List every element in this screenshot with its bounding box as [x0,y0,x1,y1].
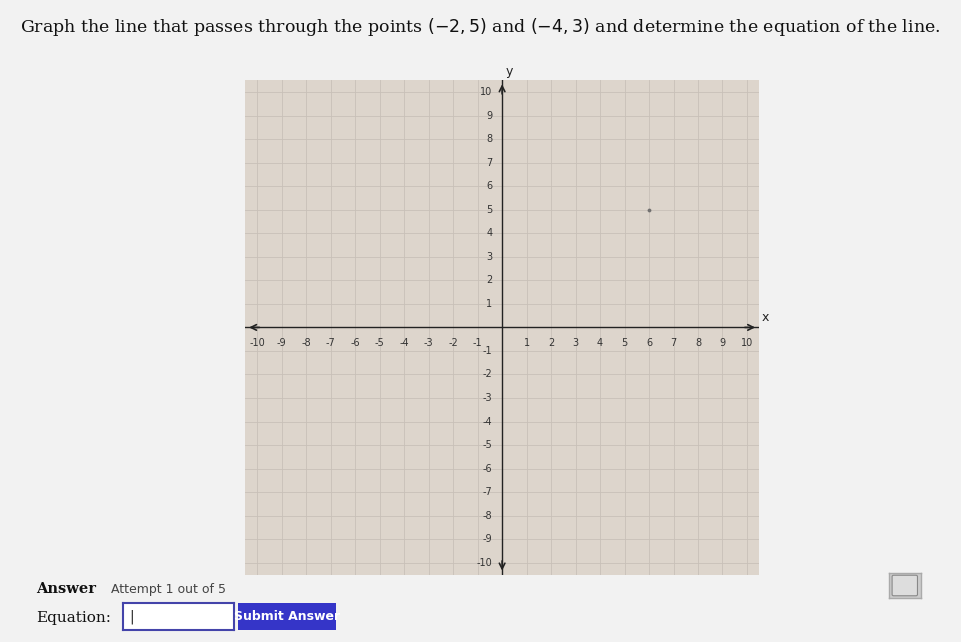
FancyBboxPatch shape [892,575,918,596]
Text: 3: 3 [486,252,492,262]
Text: Answer: Answer [37,582,96,596]
Text: 6: 6 [646,338,653,348]
Text: -3: -3 [482,393,492,403]
Text: 2: 2 [548,338,554,348]
Text: x: x [762,311,769,324]
Text: 10: 10 [741,338,753,348]
Text: Graph the line that passes through the points $(-2, 5)$ and $(-4, 3)$ and determ: Graph the line that passes through the p… [20,16,941,38]
Text: 7: 7 [486,158,492,168]
Text: -7: -7 [326,338,335,348]
Text: 4: 4 [597,338,604,348]
Text: -9: -9 [482,534,492,544]
Text: -2: -2 [482,370,492,379]
Text: y: y [505,65,513,78]
Text: 9: 9 [486,110,492,121]
Text: -6: -6 [482,464,492,474]
Text: 9: 9 [720,338,726,348]
Text: -1: -1 [473,338,482,348]
Text: 8: 8 [695,338,701,348]
Text: 8: 8 [486,134,492,144]
Text: Attempt 1 out of 5: Attempt 1 out of 5 [111,583,226,596]
Text: -3: -3 [424,338,433,348]
Text: |: | [130,610,135,624]
Text: Equation:: Equation: [37,611,111,625]
Text: -8: -8 [482,511,492,521]
Text: -2: -2 [448,338,458,348]
Text: 6: 6 [486,181,492,191]
Text: -10: -10 [250,338,265,348]
Text: -4: -4 [400,338,409,348]
Text: -9: -9 [277,338,286,348]
Text: -5: -5 [482,440,492,450]
Text: -1: -1 [482,346,492,356]
Text: -6: -6 [351,338,360,348]
Text: -7: -7 [482,487,492,497]
Text: 5: 5 [622,338,628,348]
Text: -4: -4 [482,417,492,426]
Text: 10: 10 [480,87,492,97]
Text: Submit Answer: Submit Answer [234,611,340,623]
Text: 2: 2 [486,275,492,285]
Text: 5: 5 [486,205,492,214]
Text: 4: 4 [486,229,492,238]
Text: 1: 1 [524,338,530,348]
Text: -5: -5 [375,338,384,348]
Text: -10: -10 [477,558,492,568]
Text: -8: -8 [302,338,311,348]
Text: 1: 1 [486,299,492,309]
Text: 3: 3 [573,338,579,348]
Text: 7: 7 [671,338,677,348]
